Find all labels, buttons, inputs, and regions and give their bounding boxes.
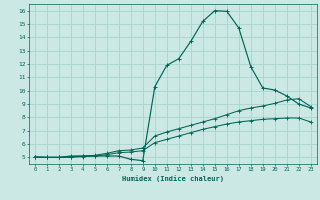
X-axis label: Humidex (Indice chaleur): Humidex (Indice chaleur) [122, 175, 224, 182]
